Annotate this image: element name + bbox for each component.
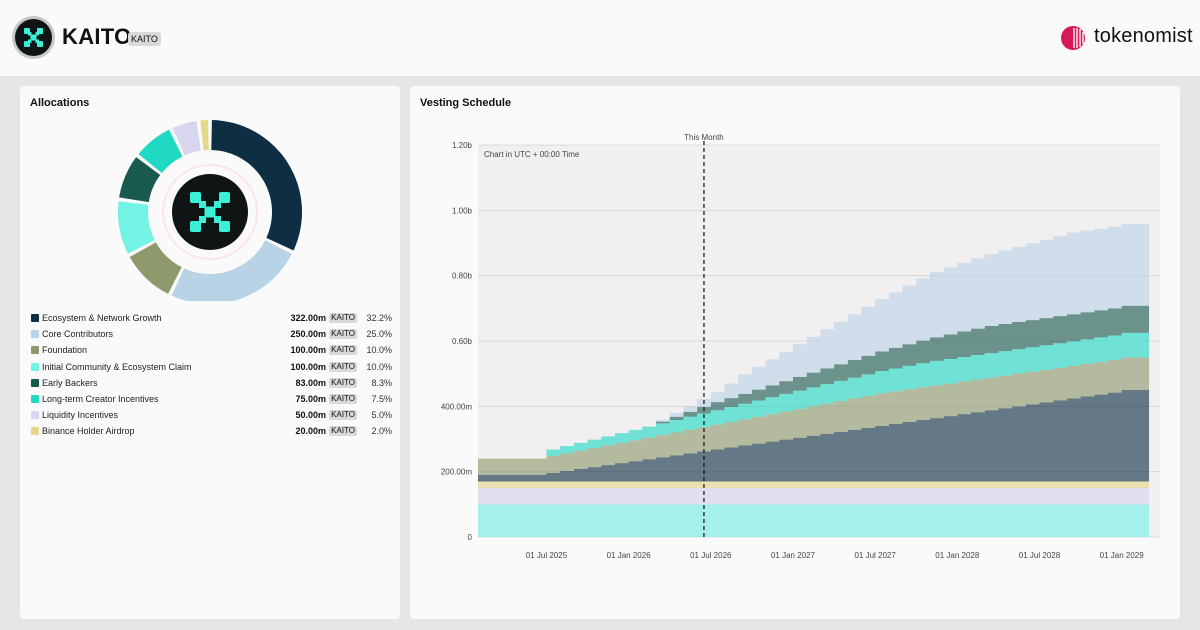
legend-percent: 2.0%	[371, 426, 392, 437]
kaito-x-icon	[190, 192, 230, 232]
vesting-title: Vesting Schedule	[420, 97, 512, 109]
legend-label: Liquidity Incentives	[42, 410, 119, 421]
legend-label: Long-term Creator Incentives	[42, 393, 159, 404]
x-tick-label: 01 Jan 2026	[607, 551, 652, 560]
x-tick-label: 01 Jul 2025	[526, 551, 568, 560]
donut-slice[interactable]	[119, 157, 161, 203]
legend-amount: 20.00m	[295, 426, 326, 437]
brand-name[interactable]: tokenomist	[1094, 25, 1193, 47]
legend-amount: 250.00m	[290, 329, 326, 340]
vesting-area-series[interactable]	[478, 224, 1150, 459]
x-tick-label: 01 Jan 2029	[1100, 551, 1145, 560]
legend-percent: 32.2%	[366, 313, 392, 323]
donut-slice[interactable]	[171, 240, 292, 301]
legend-label: Foundation	[42, 345, 88, 356]
legend-percent: 7.5%	[371, 393, 392, 404]
vesting-area-series[interactable]	[478, 357, 1150, 475]
allocations-legend: Ecosystem & Network Growth 322.00m KAITO 32…	[30, 310, 392, 440]
legend-amount: 83.00m	[295, 377, 326, 388]
page-header: KAITO KAITO tokenomist	[0, 0, 1200, 76]
x-tick-label: 01 Jul 2028	[1019, 551, 1061, 560]
legend-item[interactable]: Ecosystem & Network Growth 322.00m KAITO 32…	[30, 310, 392, 326]
legend-label: Initial Community & Ecosystem Claim	[42, 361, 192, 372]
legend-item[interactable]: Initial Community & Ecosystem Claim 100.0…	[30, 359, 392, 375]
donut-slice[interactable]	[172, 120, 201, 156]
allocations-panel: Allocations Ecosystem & Network Growth 32…	[20, 86, 400, 619]
vesting-area-series[interactable]	[478, 481, 1150, 488]
y-tick-label: 200.00m	[441, 468, 472, 477]
legend-unit-badge: KAITO	[329, 345, 357, 356]
y-tick-label: 0.80b	[452, 272, 473, 281]
x-tick-label: 01 Jul 2027	[854, 551, 896, 560]
legend-unit-badge: KAITO	[329, 410, 357, 421]
y-tick-label: 400.00m	[441, 402, 472, 411]
legend-swatch	[31, 427, 39, 436]
y-tick-label: 1.20b	[452, 141, 473, 150]
legend-percent: 10.0%	[366, 361, 392, 372]
token-logo	[15, 19, 52, 56]
legend-item[interactable]: Binance Holder Airdrop 20.00m KAITO 2.0%	[30, 423, 392, 439]
legend-unit-badge: KAITO	[329, 377, 357, 388]
legend-item[interactable]: Foundation 100.00m KAITO 10.0%	[30, 342, 392, 358]
allocations-donut-chart	[118, 120, 302, 301]
x-tick-label: 01 Jan 2027	[771, 551, 816, 560]
legend-percent: 8.3%	[371, 377, 392, 388]
legend-amount: 100.00m	[290, 361, 326, 372]
legend-unit-badge: KAITO	[329, 361, 357, 372]
x-tick-label: 01 Jul 2026	[690, 551, 732, 560]
allocations-title: Allocations	[30, 97, 90, 109]
token-name: KAITO	[62, 24, 132, 49]
legend-amount: 75.00m	[295, 393, 326, 404]
donut-slice[interactable]	[211, 120, 302, 251]
this-month-label: This Month	[684, 133, 724, 142]
legend-percent: 5.0%	[371, 410, 392, 421]
legend-item[interactable]: Liquidity Incentives 50.00m KAITO 5.0%	[30, 407, 392, 423]
legend-swatch	[31, 330, 39, 339]
x-tick-label: 01 Jan 2028	[935, 551, 980, 560]
y-tick-label: 0	[468, 533, 473, 542]
legend-label: Early Backers	[42, 377, 98, 388]
legend-amount: 50.00m	[295, 410, 326, 421]
legend-item[interactable]: Core Contributors 250.00m KAITO 25.0%	[30, 326, 392, 342]
legend-unit-badge: KAITO	[329, 393, 357, 404]
legend-amount: 322.00m	[290, 313, 326, 323]
legend-swatch	[31, 346, 39, 355]
legend-swatch	[31, 362, 39, 371]
legend-item[interactable]: Early Backers 83.00m KAITO 8.3%	[30, 375, 392, 391]
legend-item[interactable]: Long-term Creator Incentives 75.00m KAITO 7…	[30, 391, 392, 407]
kaito-x-icon	[24, 28, 43, 47]
legend-unit-badge: KAITO	[329, 313, 357, 323]
donut-slice[interactable]	[129, 242, 182, 294]
legend-swatch	[31, 411, 39, 420]
donut-slice[interactable]	[118, 201, 155, 254]
legend-amount: 100.00m	[290, 345, 326, 356]
vesting-area-series[interactable]	[478, 504, 1150, 537]
legend-swatch	[31, 394, 39, 403]
legend-percent: 10.0%	[366, 345, 392, 356]
vesting-area-series[interactable]	[478, 488, 1150, 505]
vesting-chart: 0 200.00m 400.00m 0.60b 0.80b 1.00b 1.20b 01 J…	[441, 133, 1160, 560]
ticker-badge: KAITO	[128, 32, 161, 46]
legend-unit-badge: KAITO	[329, 426, 357, 437]
tokenomist-logo-icon[interactable]	[1060, 25, 1086, 51]
vesting-area-series[interactable]	[478, 305, 1150, 459]
legend-swatch	[31, 378, 39, 387]
donut-slice[interactable]	[138, 129, 183, 173]
legend-label: Binance Holder Airdrop	[42, 426, 135, 437]
y-tick-label: 1.00b	[452, 206, 473, 215]
y-tick-label: 0.60b	[452, 337, 473, 346]
legend-label: Core Contributors	[42, 329, 114, 340]
vesting-area-series[interactable]	[478, 332, 1150, 459]
legend-percent: 25.0%	[366, 329, 392, 340]
vesting-panel: Vesting Schedule 0 200.00m 400.00m 0.60b 0.8…	[410, 86, 1180, 619]
legend-unit-badge: KAITO	[329, 329, 357, 340]
chart-timezone-note: Chart in UTC + 00:00 Time	[484, 150, 580, 159]
legend-swatch	[31, 314, 39, 322]
donut-slice[interactable]	[200, 120, 209, 151]
legend-label: Ecosystem & Network Growth	[42, 313, 162, 323]
